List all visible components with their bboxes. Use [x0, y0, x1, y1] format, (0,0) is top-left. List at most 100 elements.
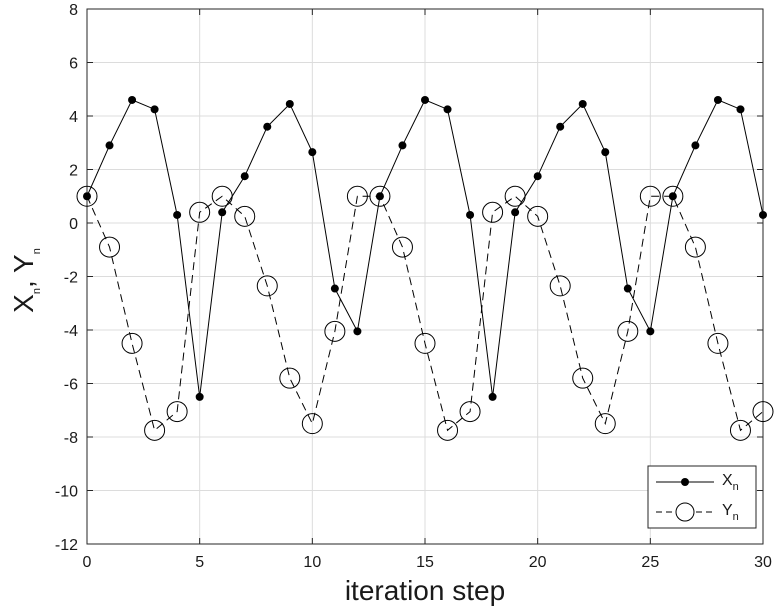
data-point-x — [623, 284, 632, 293]
data-point-x — [488, 392, 497, 401]
series-line-y — [86, 195, 764, 432]
x-tick-label: 20 — [529, 554, 547, 571]
legend-marker-y — [675, 502, 695, 522]
data-point-x — [330, 284, 339, 293]
data-point-x — [128, 95, 137, 104]
y-tick-label: 6 — [69, 56, 78, 73]
data-point-x — [759, 210, 767, 219]
x-tick-label: 15 — [416, 554, 434, 571]
data-point-y — [99, 236, 121, 258]
series-x — [83, 95, 767, 401]
data-point-y — [482, 201, 504, 223]
data-point-y — [437, 419, 459, 441]
y-tick-label: -8 — [64, 430, 78, 447]
y-tick-label: -12 — [55, 537, 78, 554]
data-point-x — [443, 105, 452, 114]
y-axis-label-y: Y — [8, 254, 39, 273]
data-point-y — [594, 413, 616, 435]
data-point-y — [369, 185, 391, 207]
data-point-x — [240, 172, 249, 181]
y-tick-label: 2 — [69, 163, 78, 180]
data-point-y — [729, 419, 751, 441]
x-tick-label: 30 — [754, 554, 772, 571]
x-axis-label: iteration step — [345, 575, 505, 606]
y-axis-ticks: -12 -10 -8 -6 -4 -2 0 2 4 6 8 — [55, 2, 763, 554]
data-point-x — [173, 210, 182, 219]
data-point-x — [556, 122, 565, 131]
data-point-y — [459, 401, 481, 423]
data-point-y — [256, 275, 278, 297]
y-tick-label: 8 — [69, 2, 78, 19]
data-point-y — [121, 332, 143, 354]
data-point-y — [166, 401, 188, 423]
data-point-y — [211, 185, 233, 207]
data-point-y — [189, 201, 211, 223]
legend: Xn Yn — [647, 465, 757, 529]
data-point-x — [398, 141, 407, 150]
data-point-x — [601, 148, 610, 157]
data-point-y — [324, 320, 346, 342]
x-tick-label: 0 — [83, 554, 92, 571]
y-tick-label: -10 — [55, 484, 78, 501]
data-point-y — [752, 401, 774, 423]
y-axis-label-x-sub: n — [31, 288, 43, 294]
grid — [86, 8, 764, 545]
data-point-x — [713, 95, 722, 104]
data-point-x — [263, 122, 272, 131]
y-tick-label: 0 — [69, 216, 78, 233]
data-point-y — [391, 236, 413, 258]
legend-entry-x: Xn — [656, 472, 739, 493]
data-point-x — [668, 192, 677, 201]
y-tick-label: -6 — [64, 377, 78, 394]
data-point-y — [279, 367, 301, 389]
data-point-y — [707, 332, 729, 354]
data-point-y — [527, 205, 549, 227]
legend-label-x: Xn — [722, 472, 739, 493]
data-point-x — [578, 99, 587, 108]
y-tick-label: -4 — [64, 323, 78, 340]
data-point-y — [76, 185, 98, 207]
x-tick-label: 25 — [641, 554, 659, 571]
data-point-x — [511, 208, 520, 217]
y-axis-label-sep: , — [8, 273, 39, 288]
data-point-x — [150, 105, 159, 114]
data-point-y — [549, 275, 571, 297]
data-point-y — [346, 185, 368, 207]
legend-box — [647, 465, 757, 529]
legend-marker-x — [681, 478, 689, 486]
data-point-x — [105, 141, 114, 150]
data-point-x — [285, 99, 294, 108]
data-point-x — [736, 105, 745, 114]
x-axis-ticks: 0 5 10 15 20 25 30 — [83, 9, 772, 571]
data-point-y — [144, 419, 166, 441]
legend-label-y: Yn — [722, 502, 739, 523]
data-point-y — [301, 413, 323, 435]
data-point-y — [504, 185, 526, 207]
y-axis-label-y-sub: n — [31, 248, 43, 254]
y-axis-label-x: X — [8, 294, 39, 313]
x-tick-label: 5 — [195, 554, 204, 571]
data-point-x — [308, 148, 317, 157]
data-point-y — [617, 320, 639, 342]
data-point-x — [691, 141, 700, 150]
data-point-y — [414, 332, 436, 354]
y-axis-label: Xn, Yn — [8, 248, 43, 313]
data-point-y — [639, 185, 661, 207]
data-point-x — [646, 327, 655, 336]
data-point-y — [572, 367, 594, 389]
data-point-x — [421, 95, 429, 104]
data-point-x — [466, 210, 475, 219]
data-point-x — [353, 327, 362, 336]
y-tick-label: -2 — [64, 270, 78, 287]
data-point-y — [234, 205, 256, 227]
y-tick-label: 4 — [69, 109, 78, 126]
data-point-x — [218, 208, 227, 217]
data-point-x — [533, 172, 542, 181]
data-point-y — [662, 185, 684, 207]
x-tick-label: 10 — [303, 554, 321, 571]
series-y — [76, 185, 774, 441]
legend-entry-y: Yn — [656, 502, 739, 523]
data-point-x — [195, 392, 204, 401]
